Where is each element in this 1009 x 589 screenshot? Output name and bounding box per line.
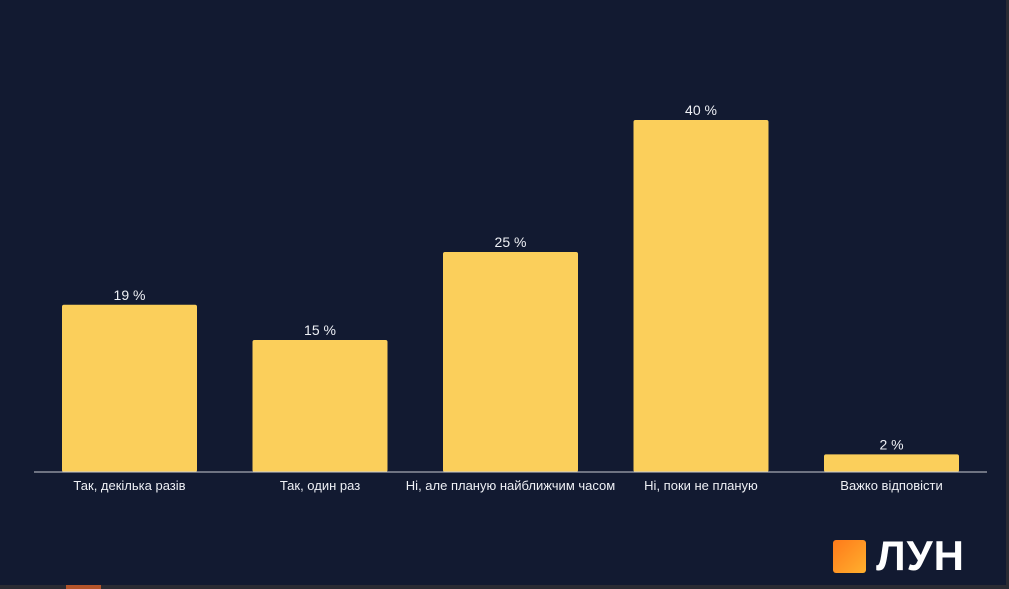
value-labels-layer: 19 % 15 % 25 % 40 % 2 % (114, 102, 904, 452)
bars-layer (62, 120, 959, 472)
value-label-2: 15 % (304, 322, 336, 338)
category-labels-layer: Так, декілька разів Так, один раз Ні, але … (73, 478, 942, 493)
bar-1 (62, 304, 197, 472)
bar-3 (443, 252, 578, 472)
bar-4 (633, 120, 769, 472)
right-edge (1006, 0, 1009, 589)
value-label-1: 19 % (114, 287, 146, 303)
category-label-4: Ні, поки не планую (644, 478, 758, 493)
bottom-strip-accent (66, 585, 101, 589)
category-label-1: Так, декілька разів (73, 478, 185, 493)
value-label-4: 40 % (685, 102, 717, 118)
brand-logo-text: ЛУН (876, 532, 965, 579)
value-label-5: 2 % (879, 436, 903, 452)
category-label-3: Ні, але планую найближчим часом (406, 478, 615, 493)
brand-logo: ЛУН (833, 535, 965, 577)
bottom-strip (0, 585, 1009, 589)
orange-square-icon (833, 539, 867, 573)
category-label-2: Так, один раз (280, 478, 360, 493)
value-label-3: 25 % (495, 234, 527, 250)
bar-2 (252, 340, 388, 472)
bar-5 (824, 454, 959, 472)
category-label-5: Важко відповісти (840, 478, 942, 493)
